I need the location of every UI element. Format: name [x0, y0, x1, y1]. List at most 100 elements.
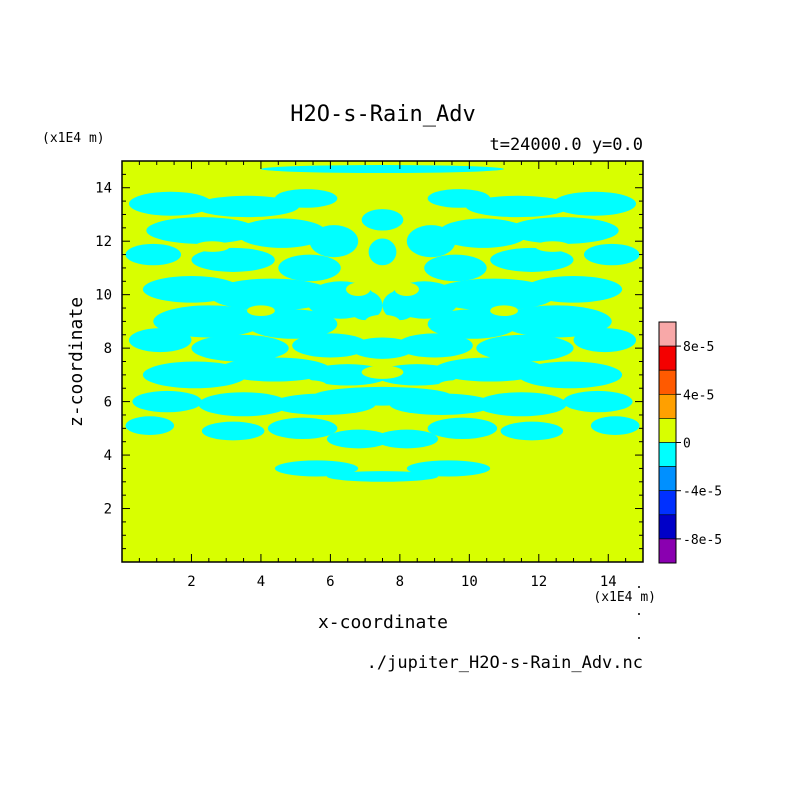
anomaly-region	[326, 429, 390, 449]
anomaly-region	[406, 225, 456, 258]
y-tick-label: 4	[104, 448, 112, 464]
neutral-region	[361, 365, 404, 379]
anomaly-region	[507, 217, 619, 244]
x-tick-label: 14	[600, 574, 617, 590]
neutral-region	[394, 282, 419, 297]
anomaly-region	[347, 290, 383, 321]
anomaly-region	[427, 189, 491, 208]
anomaly-region	[476, 334, 574, 362]
x-unit-label: (x1E4 m)	[593, 590, 656, 605]
anomaly-region	[427, 417, 498, 440]
colorbar-segment	[658, 393, 677, 419]
y-axis-ticks	[122, 173, 643, 550]
colorbar-segment	[658, 442, 677, 467]
field-anomalies	[125, 165, 640, 482]
neutral-region	[365, 314, 400, 329]
colorbar-tick-label: -8e-5	[683, 533, 722, 548]
neutral-region	[438, 380, 473, 391]
anomaly-region	[274, 460, 359, 477]
anomaly-region	[278, 254, 341, 282]
anomaly-region	[194, 195, 300, 218]
colorbar-segment	[658, 321, 677, 347]
anomaly-region	[191, 334, 289, 362]
colorbar-segment	[658, 418, 677, 443]
neutral-region	[535, 241, 571, 252]
anomaly-region	[375, 429, 439, 449]
colorbar-tick-label: 0	[683, 437, 691, 452]
anomaly-region	[583, 243, 640, 266]
y-axis-tick-labels: 2 4 6 8 10 12 14	[95, 181, 112, 518]
x-axis-ticks	[138, 161, 627, 562]
anomaly-region	[438, 218, 529, 248]
anomaly-region	[590, 416, 640, 436]
anomaly-region	[201, 421, 265, 441]
anomaly-region	[431, 278, 557, 311]
anomaly-region	[476, 392, 567, 417]
anomaly-region	[465, 195, 571, 218]
anomaly-region	[260, 165, 505, 174]
marker-dot	[638, 586, 640, 588]
anomaly-region	[563, 390, 633, 413]
y-axis-label: z-coordinate	[66, 297, 87, 427]
anomaly-region	[382, 290, 418, 321]
anomaly-region	[313, 386, 452, 406]
file-label-markers	[638, 586, 640, 639]
colorbar-tick-label: 4e-5	[683, 388, 714, 403]
colorbar-tick-label: -4e-5	[683, 485, 722, 500]
colorbar-tick-labels: 8e-5 4e-5 0 -4e-5 -8e-5	[683, 340, 722, 548]
colorbar-tick-label: 8e-5	[683, 340, 714, 355]
anomaly-region	[292, 333, 369, 358]
anomaly-region	[132, 390, 202, 413]
marker-dot	[638, 637, 640, 639]
anomaly-region	[368, 238, 397, 266]
x-tick-label: 4	[257, 574, 265, 590]
y-tick-label: 2	[104, 502, 112, 518]
anomaly-region	[573, 328, 637, 353]
y-tick-label: 6	[104, 395, 112, 411]
anomaly-region	[427, 309, 518, 339]
anomaly-region	[236, 218, 327, 248]
chart-title: H2O-s-Rain_Adv	[290, 102, 475, 127]
file-label: ./jupiter_H2O-s-Rain_Adv.nc	[367, 653, 643, 673]
anomaly-region	[128, 328, 192, 353]
colorbar-segment	[658, 490, 677, 516]
anomaly-region	[434, 357, 546, 382]
anomaly-region	[208, 278, 334, 311]
colorbar-segment	[658, 369, 677, 395]
y-tick-label: 10	[95, 288, 112, 304]
neutral-region	[490, 305, 518, 317]
anomaly-region	[267, 417, 338, 440]
anomaly-region	[146, 217, 258, 244]
anomaly-region	[153, 305, 265, 338]
anomaly-region	[424, 254, 487, 282]
anomaly-region	[490, 247, 574, 272]
y-unit-label: (x1E4 m)	[42, 131, 105, 146]
y-tick-label: 14	[95, 181, 112, 197]
colorbar	[658, 321, 681, 564]
anomaly-region	[500, 305, 612, 338]
anomaly-region	[351, 337, 414, 359]
colorbar-segment	[658, 538, 677, 564]
neutral-region	[346, 282, 371, 297]
colorbar-segment	[658, 466, 677, 492]
anomaly-region	[406, 460, 491, 477]
anomaly-region	[219, 357, 331, 382]
anomaly-region	[500, 421, 564, 441]
anomaly-region	[125, 416, 175, 436]
x-tick-label: 12	[530, 574, 547, 590]
anomaly-region	[198, 392, 289, 417]
marker-dot	[638, 613, 640, 615]
x-tick-label: 6	[326, 574, 334, 590]
anomaly-region	[361, 209, 404, 231]
y-tick-label: 12	[95, 234, 112, 250]
neutral-region	[292, 380, 327, 391]
colorbar-segment	[658, 514, 677, 540]
anomaly-region	[309, 225, 359, 258]
chart-subtitle: t=24000.0 y=0.0	[489, 135, 643, 155]
anomaly-region	[247, 309, 338, 339]
anomaly-region	[125, 243, 182, 266]
x-tick-label: 2	[187, 574, 195, 590]
x-axis-label: x-coordinate	[318, 612, 448, 633]
neutral-region	[194, 241, 230, 252]
